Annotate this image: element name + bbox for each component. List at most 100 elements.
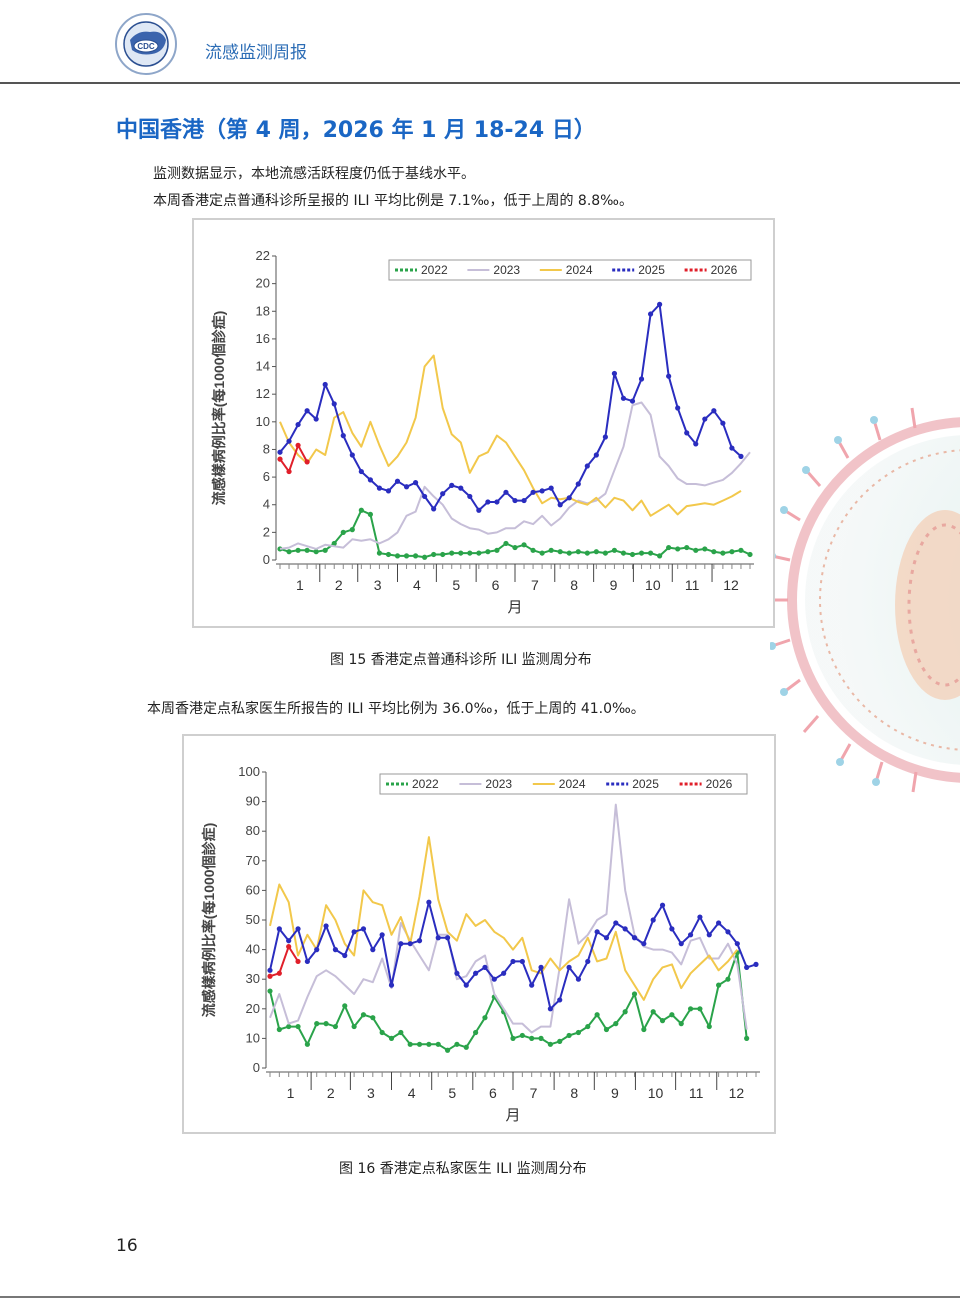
series-line-2026 — [279, 444, 308, 473]
y-axis-title: 流感樣病例比率(每1000個診症) — [211, 311, 227, 505]
data-point-2025 — [603, 935, 610, 941]
data-point-2025 — [323, 923, 329, 929]
data-point-2025 — [622, 926, 628, 932]
x-month-label: 7 — [530, 1085, 538, 1101]
data-point-2025 — [482, 964, 488, 970]
data-point-2025 — [412, 480, 419, 486]
data-point-2022 — [360, 1012, 367, 1018]
data-point-2025 — [467, 493, 473, 500]
header-title: 流感监测周报 — [205, 43, 307, 63]
x-month-label: 3 — [374, 577, 382, 593]
y-tick-label: 40 — [246, 942, 260, 957]
data-point-2022 — [407, 1041, 413, 1047]
data-point-2025 — [454, 970, 460, 976]
legend-box — [379, 773, 748, 795]
data-point-2025 — [575, 976, 582, 982]
data-point-2022 — [538, 1035, 544, 1041]
data-point-2025 — [575, 481, 581, 487]
data-point-2022 — [403, 553, 410, 559]
virus-decoration-icon — [770, 407, 960, 793]
data-point-2022 — [666, 544, 672, 551]
paragraph-gp-clinics: 本周香港定点普通科诊所呈报的 ILI 平均比例是 7.1‰，低于上周的 8.8‰… — [153, 193, 633, 209]
data-point-2022 — [530, 547, 536, 553]
x-month-label: 6 — [492, 577, 500, 593]
data-point-2025 — [521, 497, 527, 504]
figure-16-chart: 0 10 20 30 40 50 60 70 80 90 100 1 2 3 4 5 6 7 8 9 10 11 12 月流感… — [182, 734, 776, 1134]
legend: 2022 2023 2024 2025 2026 — [388, 259, 752, 281]
y-tick-label: 50 — [246, 912, 260, 927]
x-month-label: 4 — [408, 1085, 416, 1101]
data-point-2025 — [539, 488, 545, 494]
x-month-label: 10 — [645, 577, 661, 593]
data-point-2025 — [638, 376, 645, 382]
data-point-2022 — [620, 550, 627, 556]
data-point-2022 — [657, 553, 663, 559]
data-point-2025 — [530, 489, 536, 495]
data-point-2025 — [594, 929, 600, 935]
data-point-2022 — [473, 1029, 479, 1036]
data-point-2025 — [538, 964, 544, 970]
data-point-2022 — [647, 550, 654, 556]
data-point-2025 — [304, 958, 310, 965]
data-point-2026 — [267, 973, 273, 979]
data-point-2022 — [611, 547, 618, 553]
figure-15-chart: 0 2 4 6 8 10 12 14 16 18 20 22 1 2 3 4 5 6 7 8 9 10 11 12 月流感樣病例… — [192, 218, 775, 628]
data-point-2022 — [358, 507, 364, 513]
data-point-2025 — [744, 964, 750, 970]
data-point-2022 — [622, 1009, 628, 1015]
data-point-2022 — [376, 550, 383, 556]
y-tick-label: 12 — [256, 386, 270, 401]
data-point-2022 — [706, 1023, 712, 1030]
data-point-2025 — [491, 976, 497, 982]
data-point-2025 — [529, 982, 535, 988]
data-point-2025 — [729, 445, 735, 451]
data-point-2025 — [584, 463, 590, 469]
y-tick-label: 18 — [256, 303, 270, 318]
data-point-2022 — [575, 549, 581, 555]
data-point-2022 — [340, 529, 346, 535]
series-2026 — [277, 442, 310, 475]
data-point-2025 — [566, 495, 572, 501]
data-point-2022 — [367, 511, 373, 517]
legend-label: 2026 — [711, 263, 738, 277]
data-point-2022 — [463, 1044, 469, 1050]
data-point-2025 — [351, 929, 357, 935]
y-tick-label: 6 — [263, 469, 270, 484]
data-point-2022 — [697, 1006, 703, 1012]
data-point-2022 — [539, 550, 545, 556]
data-point-2025 — [360, 926, 367, 932]
data-point-2025 — [403, 484, 410, 490]
data-point-2025 — [684, 430, 690, 436]
data-point-2022 — [467, 550, 473, 556]
data-point-2025 — [647, 311, 654, 317]
series-2023 — [269, 803, 748, 1034]
data-point-2022 — [584, 550, 590, 556]
data-point-2025 — [611, 370, 618, 377]
series-2024 — [279, 354, 742, 517]
data-point-2022 — [426, 1041, 432, 1047]
data-point-2022 — [503, 540, 509, 547]
data-point-2025 — [340, 433, 346, 439]
data-point-2022 — [729, 549, 735, 555]
legend-box — [388, 259, 752, 281]
x-month-label: 7 — [531, 577, 539, 593]
data-point-2025 — [753, 961, 759, 967]
data-point-2022 — [332, 1023, 339, 1030]
data-point-2026 — [277, 456, 283, 462]
x-month-label: 12 — [723, 577, 739, 593]
data-point-2022 — [388, 1035, 395, 1041]
data-point-2022 — [566, 1032, 572, 1039]
data-point-2022 — [454, 1041, 460, 1047]
data-point-2022 — [349, 527, 355, 533]
data-point-2025 — [379, 932, 385, 938]
cdc-logo-icon: CDC — [115, 13, 177, 75]
data-point-2022 — [716, 982, 722, 988]
data-point-2022 — [557, 1038, 563, 1044]
data-point-2025 — [422, 493, 428, 500]
data-point-2025 — [720, 420, 726, 426]
data-point-2022 — [494, 547, 500, 553]
x-month-label: 6 — [489, 1085, 497, 1101]
series-2022 — [277, 507, 753, 560]
data-point-2025 — [687, 932, 694, 938]
legend-label: 2022 — [412, 777, 439, 791]
